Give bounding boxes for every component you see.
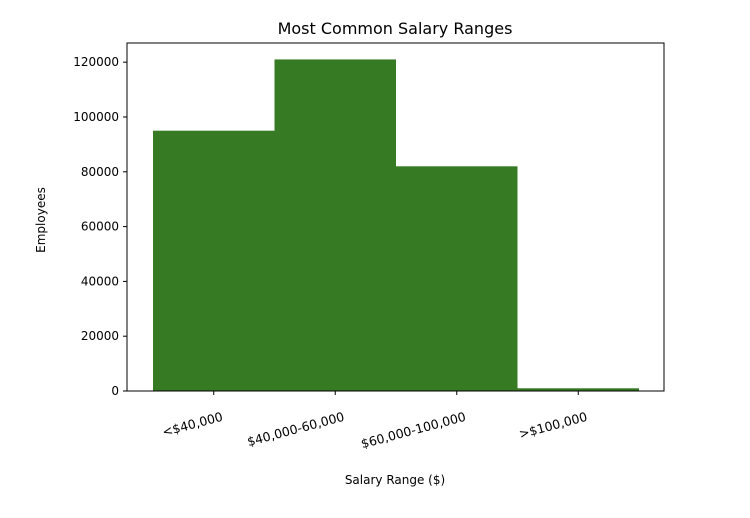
- x-tick-label: $60,000-100,000: [359, 409, 467, 451]
- bar: [274, 59, 396, 391]
- y-tick-label: 0: [111, 384, 119, 398]
- x-tick-label: >$100,000: [517, 409, 589, 442]
- bar: [153, 130, 275, 391]
- x-axis-label: Salary Range ($): [345, 473, 445, 487]
- y-tick-label: 20000: [81, 329, 119, 343]
- bars-group: [153, 59, 639, 391]
- y-tick-label: 40000: [81, 274, 119, 288]
- plot-frame: [126, 42, 665, 392]
- y-tick-label: 120000: [73, 55, 119, 69]
- y-axis: 0 20000 40000 60000 80000 100000 120000: [73, 55, 127, 398]
- bar: [517, 388, 639, 391]
- x-tick-label: <$40,000: [160, 409, 224, 440]
- y-tick-label: 100000: [73, 110, 119, 124]
- y-axis-label: Employees: [34, 187, 48, 253]
- y-tick-label: 80000: [81, 165, 119, 179]
- x-tick-label: $40,000-60,000: [245, 409, 345, 449]
- bar: [396, 166, 518, 391]
- x-axis: <$40,000 $40,000-60,000 $60,000-100,000 >$1…: [160, 391, 589, 451]
- chart-title: Most Common Salary Ranges: [278, 19, 513, 38]
- y-tick-label: 60000: [81, 220, 119, 234]
